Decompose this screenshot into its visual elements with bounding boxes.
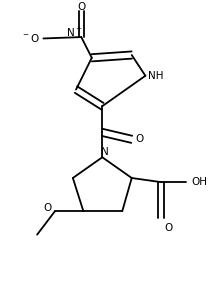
Text: OH: OH [191, 177, 207, 187]
Text: O: O [164, 223, 173, 233]
Text: O: O [135, 134, 143, 144]
Text: O: O [43, 203, 52, 213]
Text: NH: NH [148, 71, 164, 81]
Text: O: O [78, 2, 86, 12]
Text: $^-$O: $^-$O [21, 32, 40, 44]
Text: N$^+$: N$^+$ [66, 26, 82, 40]
Text: N: N [101, 147, 108, 157]
